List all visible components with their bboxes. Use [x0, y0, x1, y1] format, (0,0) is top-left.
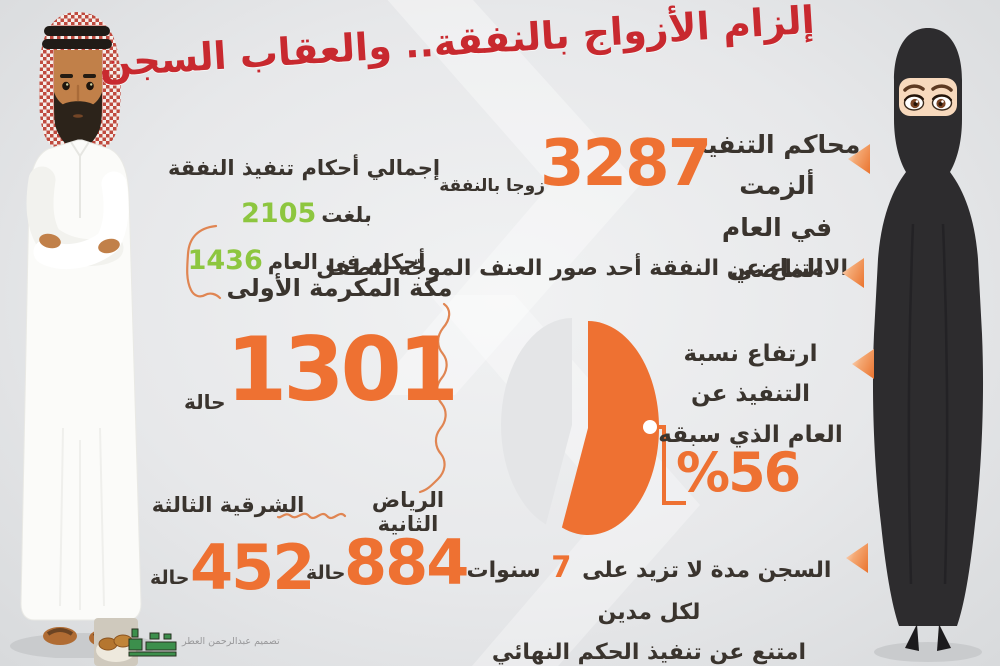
totals-line2: أحكام في العام1436 [118, 239, 490, 286]
totals-line1-text: إجمالي أحكام تنفيذ النفقة بلغت [167, 156, 441, 227]
region-makkah-value: 1301 [226, 318, 459, 421]
woman-shoe [937, 624, 951, 651]
violence-note: الامتناع عن النفقة أحد صور العنف الموجّه… [316, 256, 848, 281]
totals-line1: إجمالي أحكام تنفيذ النفقة بلغت2105 [118, 146, 490, 239]
man-agal [44, 26, 110, 36]
woman-abaya [872, 28, 984, 626]
courts-stat-line2: في العام الماضي [721, 212, 833, 283]
region-makkah-unit: حالة [184, 390, 226, 414]
prison-line2: امتنع عن تنفيذ الحكم النهائي [491, 639, 807, 665]
execution-rate-pie-chart [501, 318, 686, 535]
courts-stat-value: 3287 [540, 127, 712, 201]
prison-note: السجن مدة لا تزيد على 7 سنوات لكل مدين ا… [443, 541, 855, 666]
saudi-woman-illustration [872, 28, 984, 662]
totals-line2-value: 1436 [187, 245, 263, 276]
region-riyadh-unit: حالة [306, 562, 346, 584]
totals-block: إجمالي أحكام تنفيذ النفقة بلغت2105 أحكام… [118, 146, 490, 286]
courts-stat-unit: زوجا بالنفقة [439, 176, 545, 196]
man-hand [98, 238, 120, 254]
increase-line2: العام الذي سبقه [658, 421, 843, 448]
man-mouth [73, 114, 83, 118]
totals-line1-value: 2105 [241, 198, 317, 229]
prison-years: 7 [551, 550, 572, 584]
region-makkah-label: مكة المكرمة الأولى [226, 274, 453, 302]
man-hand [39, 233, 61, 249]
region-riyadh-value: 884 [344, 526, 469, 599]
designer-logo [128, 628, 177, 657]
corner-photo-fragment [94, 618, 138, 666]
man-eye [62, 81, 70, 91]
region-sharqia-unit: حالة [150, 567, 190, 589]
prison-part1: السجن مدة لا تزيد على [582, 558, 832, 583]
pie-callout-dot [643, 420, 657, 434]
region-sharqia-label: الشرقية الثالثة [151, 493, 305, 517]
man-eye [86, 81, 94, 91]
increase-line1: ارتفاع نسبة التنفيذ عن [683, 341, 818, 408]
prison-line1: السجن مدة لا تزيد على 7 سنوات لكل مدين [443, 541, 855, 633]
saudi-man-illustration [10, 12, 158, 658]
prison-part2: سنوات لكل مدين [466, 558, 701, 626]
courts-stat-label: محاكم التنفيذ ألزمت في العام الماضي [688, 124, 866, 289]
increase-label: ارتفاع نسبة التنفيذ عن العام الذي سبقه [648, 334, 853, 455]
totals-line2-text: أحكام في العام [267, 250, 426, 274]
man-beard [54, 92, 102, 149]
pie-slice-gray [501, 318, 572, 525]
woman-shoe [905, 624, 919, 651]
designer-credit-text: تصميم عبدالرحمن العطر [182, 636, 280, 647]
increase-value: %56 [676, 441, 801, 504]
courts-stat-line1: محاكم التنفيذ ألزمت [693, 130, 861, 201]
region-sharqia-value: 452 [190, 531, 315, 604]
pie-slice-orange [561, 321, 660, 535]
woman-shadow [874, 642, 982, 662]
region-riyadh-label: الرياض الثانية [371, 488, 445, 536]
